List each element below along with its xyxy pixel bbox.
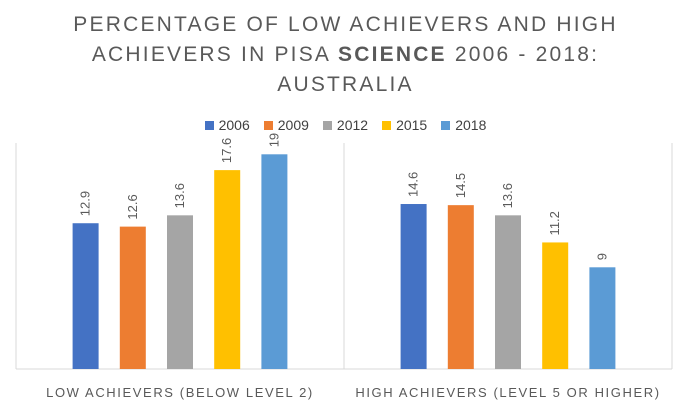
data-label-2018-low: 19 <box>266 133 281 147</box>
chart-title-line-2: ACHIEVERS IN PISA SCIENCE 2006 - 2018: <box>0 40 691 70</box>
bar-2009-high <box>447 205 474 369</box>
legend-item-2015: 2015 <box>382 117 427 133</box>
data-label-2009-low: 12.6 <box>125 194 140 219</box>
chart-title-line-2-post: 2006 - 2018: <box>446 43 600 66</box>
legend-item-2018: 2018 <box>441 117 486 133</box>
bar-2012-low <box>167 215 193 369</box>
chart-title: PERCENTAGE OF LOW ACHIEVERS AND HIGH ACH… <box>0 10 691 100</box>
category-label-low: LOW ACHIEVERS (BELOW LEVEL 2) <box>46 385 314 400</box>
category-label-high: HIGH ACHIEVERS (LEVEL 5 OR HIGHER) <box>355 385 660 400</box>
bar-2006-high <box>400 204 427 369</box>
data-label-2006-high: 14.6 <box>406 172 421 197</box>
legend-swatch-2012 <box>322 120 332 130</box>
chart-title-line-3: AUSTRALIA <box>277 73 414 96</box>
bar-2006-low <box>72 223 99 369</box>
bar-2015-high <box>542 242 569 369</box>
chart-title-subject: SCIENCE <box>338 43 447 66</box>
data-label-2015-low: 17.6 <box>219 138 234 163</box>
data-label-2012-high: 13.6 <box>500 183 515 208</box>
chart-title-line-2-pre: ACHIEVERS IN PISA <box>91 43 339 66</box>
bar-2018-low <box>261 154 288 369</box>
data-label-2015-high: 11.2 <box>547 211 562 235</box>
legend-item-2006: 2006 <box>204 117 250 133</box>
bar-2015-low <box>214 170 241 369</box>
bar-2009-low <box>119 226 146 369</box>
legend-swatch-2009 <box>263 120 273 130</box>
bar-2012-high <box>495 215 521 369</box>
chart-legend: 2006 2009 2012 2015 2018 <box>0 117 691 133</box>
data-label-2012-low: 13.6 <box>172 183 187 208</box>
legend-swatch-2015 <box>382 120 392 130</box>
legend-item-2009: 2009 <box>263 117 309 133</box>
data-label-2018-high: 9 <box>594 253 609 260</box>
bar-2018-high <box>589 267 616 369</box>
legend-item-2012: 2012 <box>322 117 369 133</box>
legend-label-2012: 2012 <box>336 117 369 133</box>
data-label-2006-low: 12.9 <box>78 191 93 216</box>
legend-swatch-2018 <box>441 120 451 130</box>
legend-label-2018: 2018 <box>455 117 487 133</box>
chart-title-line-1: PERCENTAGE OF LOW ACHIEVERS AND HIGH <box>73 13 618 36</box>
legend-label-2006: 2006 <box>218 117 250 133</box>
data-label-2009-high: 14.5 <box>453 173 468 198</box>
legend-label-2015: 2015 <box>396 117 428 133</box>
legend-swatch-2006 <box>204 120 214 130</box>
legend-label-2009: 2009 <box>277 117 309 133</box>
